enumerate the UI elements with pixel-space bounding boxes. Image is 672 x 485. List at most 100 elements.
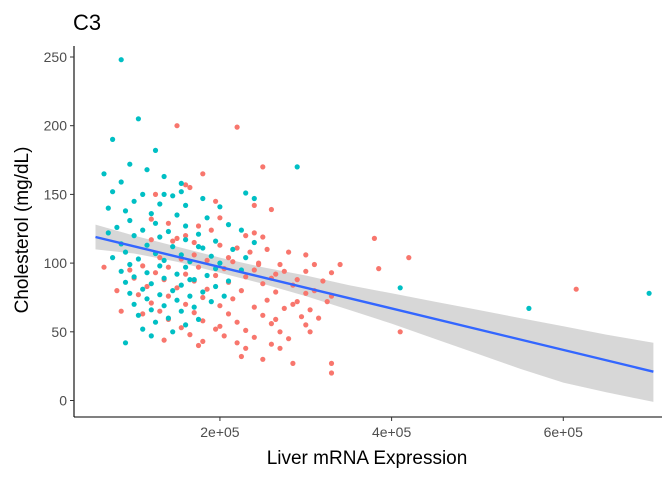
data-point: [303, 322, 309, 328]
data-point: [213, 198, 219, 204]
data-point: [217, 242, 223, 248]
data-point: [200, 294, 206, 301]
data-point: [191, 239, 197, 246]
plot-area: [95, 57, 654, 402]
y-tick-label: 0: [59, 393, 67, 409]
data-point: [204, 286, 210, 292]
data-point: [152, 319, 159, 325]
data-point: [230, 246, 236, 252]
x-tick-label: 2e+05: [200, 424, 240, 440]
data-point: [165, 264, 171, 270]
data-point: [140, 191, 146, 197]
trend-line: [95, 235, 654, 373]
data-point: [110, 136, 116, 142]
data-point: [122, 340, 129, 346]
data-point: [144, 296, 150, 302]
data-point: [225, 222, 232, 228]
data-point: [161, 337, 167, 343]
data-point: [131, 274, 137, 280]
data-point: [243, 233, 249, 239]
data-point: [281, 305, 287, 311]
data-point: [406, 255, 412, 261]
data-point: [174, 212, 180, 218]
data-point: [174, 285, 180, 291]
data-point: [268, 321, 274, 327]
data-point: [311, 261, 317, 268]
y-tick-label: 100: [44, 255, 68, 271]
data-point: [195, 231, 202, 237]
data-point: [187, 332, 193, 338]
data-point: [183, 264, 189, 270]
data-point: [208, 227, 214, 233]
data-point: [208, 253, 214, 259]
data-point: [131, 301, 137, 307]
data-point: [320, 278, 326, 284]
data-point: [135, 312, 141, 318]
data-point: [118, 179, 124, 185]
data-point: [234, 340, 240, 346]
data-point: [191, 277, 197, 283]
data-point: [144, 242, 150, 248]
data-point: [200, 245, 206, 251]
data-point: [178, 189, 184, 195]
data-point: [200, 318, 206, 324]
data-point: [217, 303, 223, 309]
data-point: [105, 205, 111, 211]
data-point: [183, 237, 189, 243]
data-point: [183, 202, 189, 208]
data-point: [183, 322, 189, 328]
data-point: [161, 257, 167, 263]
data-point: [328, 370, 335, 376]
data-point: [148, 307, 154, 313]
data-point: [264, 246, 270, 252]
data-point: [208, 299, 214, 305]
data-point: [268, 341, 274, 347]
data-point: [324, 299, 330, 305]
data-point: [178, 282, 184, 288]
data-point: [183, 223, 189, 229]
data-point: [217, 323, 223, 329]
y-tick-label: 50: [51, 324, 67, 340]
data-point: [183, 301, 189, 307]
data-point: [397, 285, 403, 291]
data-point: [234, 245, 240, 251]
data-point: [127, 267, 133, 273]
data-point: [114, 288, 120, 294]
data-point: [277, 329, 283, 335]
data-point: [225, 278, 232, 284]
data-point: [140, 227, 146, 233]
data-point: [135, 256, 141, 262]
data-point: [260, 164, 266, 170]
data-point: [161, 191, 167, 197]
data-point: [200, 195, 206, 202]
data-point: [110, 189, 116, 195]
data-point: [195, 342, 202, 349]
data-point: [165, 315, 171, 321]
data-point: [174, 123, 180, 129]
x-axis-ticks: 2e+05 4e+05 6e+05: [200, 417, 583, 440]
data-point: [221, 333, 227, 339]
data-point: [165, 220, 171, 226]
data-point: [204, 215, 210, 221]
data-point: [195, 223, 202, 229]
data-point: [256, 261, 262, 268]
data-point: [294, 277, 300, 283]
data-point: [204, 272, 210, 279]
data-point: [161, 275, 167, 281]
data-point: [316, 315, 322, 321]
data-point: [213, 326, 219, 332]
data-point: [118, 57, 124, 63]
data-point: [122, 279, 129, 285]
data-point: [118, 308, 124, 314]
data-point: [238, 353, 244, 360]
data-point: [161, 303, 167, 309]
data-point: [230, 296, 236, 302]
data-point: [105, 230, 111, 236]
data-point: [191, 310, 197, 316]
data-point: [230, 259, 236, 265]
data-point: [195, 316, 202, 322]
data-point: [213, 238, 219, 244]
data-point: [101, 264, 107, 270]
data-point: [273, 289, 279, 295]
data-point: [238, 227, 244, 233]
